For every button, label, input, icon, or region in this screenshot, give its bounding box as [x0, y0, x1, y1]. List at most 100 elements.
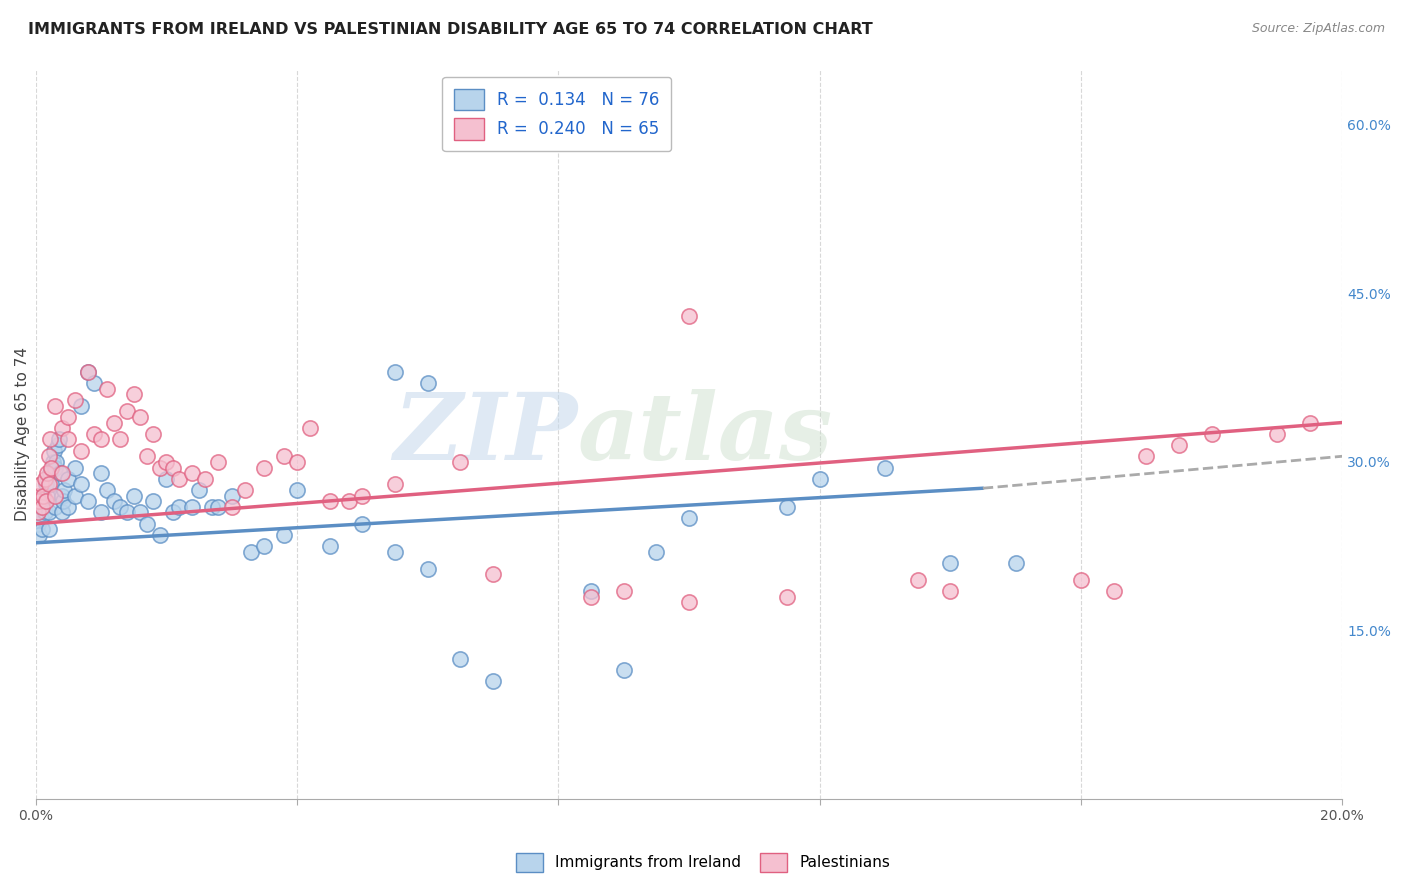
- Point: [221, 489, 243, 503]
- Point: [169, 500, 191, 514]
- Point: [35, 494, 58, 508]
- Point: [1102, 584, 1125, 599]
- Point: [482, 567, 505, 582]
- Point: [645, 545, 668, 559]
- Point: [45, 455, 67, 469]
- Point: [52, 494, 75, 508]
- Point: [96, 382, 118, 396]
- Point: [32, 489, 55, 503]
- Point: [42, 443, 65, 458]
- Point: [34, 506, 56, 520]
- Point: [416, 562, 439, 576]
- Point: [41, 455, 63, 469]
- Point: [58, 472, 80, 486]
- Legend: R =  0.134   N = 76, R =  0.240   N = 65: R = 0.134 N = 76, R = 0.240 N = 65: [443, 77, 672, 152]
- Point: [122, 387, 145, 401]
- Point: [873, 460, 896, 475]
- Point: [70, 443, 93, 458]
- Point: [384, 545, 406, 559]
- Point: [39, 477, 62, 491]
- Point: [37, 466, 59, 480]
- Text: Source: ZipAtlas.com: Source: ZipAtlas.com: [1251, 22, 1385, 36]
- Point: [776, 500, 799, 514]
- Point: [678, 595, 700, 609]
- Point: [169, 472, 191, 486]
- Point: [51, 421, 73, 435]
- Point: [51, 506, 73, 520]
- Point: [122, 489, 145, 503]
- Point: [482, 674, 505, 689]
- Point: [233, 483, 256, 497]
- Point: [613, 584, 636, 599]
- Point: [49, 466, 72, 480]
- Point: [416, 376, 439, 391]
- Point: [449, 651, 471, 665]
- Point: [318, 494, 340, 508]
- Point: [253, 460, 276, 475]
- Point: [30, 477, 52, 491]
- Point: [90, 433, 112, 447]
- Point: [39, 433, 62, 447]
- Point: [58, 433, 80, 447]
- Point: [30, 511, 52, 525]
- Point: [273, 450, 295, 464]
- Point: [384, 477, 406, 491]
- Point: [31, 500, 53, 514]
- Point: [1135, 450, 1157, 464]
- Point: [135, 516, 157, 531]
- Point: [1004, 556, 1026, 570]
- Point: [142, 494, 165, 508]
- Point: [678, 511, 700, 525]
- Point: [44, 489, 66, 503]
- Point: [221, 500, 243, 514]
- Point: [63, 460, 86, 475]
- Point: [34, 494, 56, 508]
- Point: [187, 483, 209, 497]
- Point: [58, 409, 80, 424]
- Point: [39, 466, 62, 480]
- Point: [155, 472, 177, 486]
- Text: atlas: atlas: [578, 389, 834, 479]
- Point: [83, 426, 105, 441]
- Point: [25, 489, 48, 503]
- Point: [194, 472, 217, 486]
- Point: [110, 500, 132, 514]
- Point: [34, 472, 56, 486]
- Point: [1265, 426, 1288, 441]
- Point: [907, 573, 929, 587]
- Y-axis label: Disability Age 65 to 74: Disability Age 65 to 74: [15, 347, 30, 521]
- Point: [129, 409, 152, 424]
- Point: [38, 522, 60, 536]
- Point: [181, 500, 204, 514]
- Legend: Immigrants from Ireland, Palestinians: Immigrants from Ireland, Palestinians: [508, 845, 898, 880]
- Point: [579, 590, 602, 604]
- Point: [31, 500, 53, 514]
- Point: [39, 460, 62, 475]
- Point: [31, 522, 53, 536]
- Point: [70, 399, 93, 413]
- Point: [352, 489, 374, 503]
- Point: [63, 489, 86, 503]
- Point: [76, 365, 98, 379]
- Point: [103, 416, 125, 430]
- Text: IMMIGRANTS FROM IRELAND VS PALESTINIAN DISABILITY AGE 65 TO 74 CORRELATION CHART: IMMIGRANTS FROM IRELAND VS PALESTINIAN D…: [28, 22, 873, 37]
- Point: [129, 506, 152, 520]
- Point: [285, 483, 308, 497]
- Point: [318, 539, 340, 553]
- Point: [939, 556, 962, 570]
- Text: ZIP: ZIP: [394, 389, 578, 479]
- Point: [939, 584, 962, 599]
- Point: [162, 506, 184, 520]
- Point: [337, 494, 360, 508]
- Point: [76, 365, 98, 379]
- Point: [28, 494, 51, 508]
- Point: [38, 506, 60, 520]
- Point: [103, 494, 125, 508]
- Point: [579, 584, 602, 599]
- Point: [449, 455, 471, 469]
- Point: [285, 455, 308, 469]
- Point: [808, 472, 831, 486]
- Point: [181, 466, 204, 480]
- Point: [142, 426, 165, 441]
- Point: [207, 500, 229, 514]
